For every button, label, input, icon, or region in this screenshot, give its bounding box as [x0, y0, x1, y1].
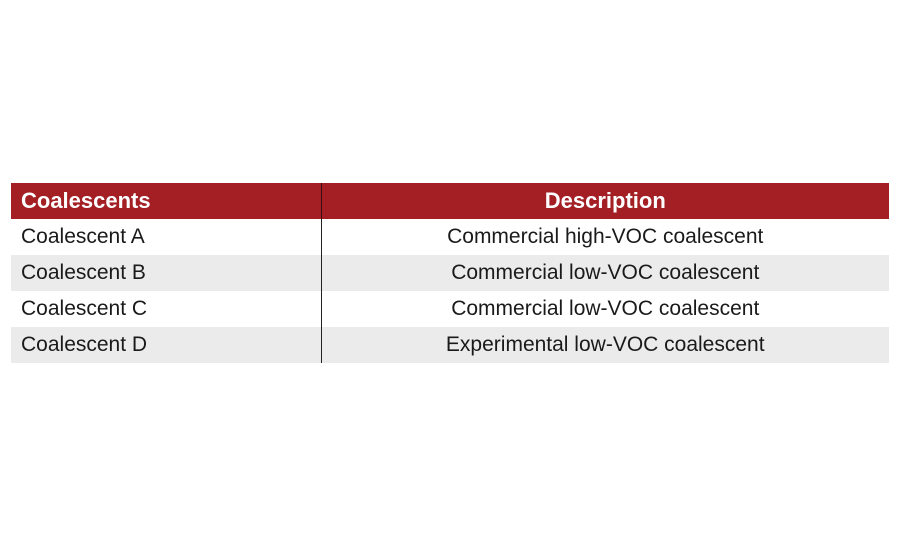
description-cell: Commercial low-VOC coalescent: [321, 291, 889, 327]
coalescent-name-cell: Coalescent A: [11, 219, 322, 255]
coalescents-table: Coalescents Description Coalescent A Com…: [11, 183, 889, 363]
header-description: Description: [321, 183, 889, 219]
description-cell: Experimental low-VOC coalescent: [321, 327, 889, 363]
header-coalescents: Coalescents: [11, 183, 322, 219]
description-cell: Commercial low-VOC coalescent: [321, 255, 889, 291]
coalescent-name-cell: Coalescent B: [11, 255, 322, 291]
coalescent-name-cell: Coalescent D: [11, 327, 322, 363]
description-cell: Commercial high-VOC coalescent: [321, 219, 889, 255]
coalescents-table-container: Coalescents Description Coalescent A Com…: [11, 183, 889, 363]
table-row: Coalescent C Commercial low-VOC coalesce…: [11, 291, 889, 327]
coalescent-name-cell: Coalescent C: [11, 291, 322, 327]
table-header-row: Coalescents Description: [11, 183, 889, 219]
table-row: Coalescent B Commercial low-VOC coalesce…: [11, 255, 889, 291]
table-row: Coalescent D Experimental low-VOC coales…: [11, 327, 889, 363]
table-row: Coalescent A Commercial high-VOC coalesc…: [11, 219, 889, 255]
